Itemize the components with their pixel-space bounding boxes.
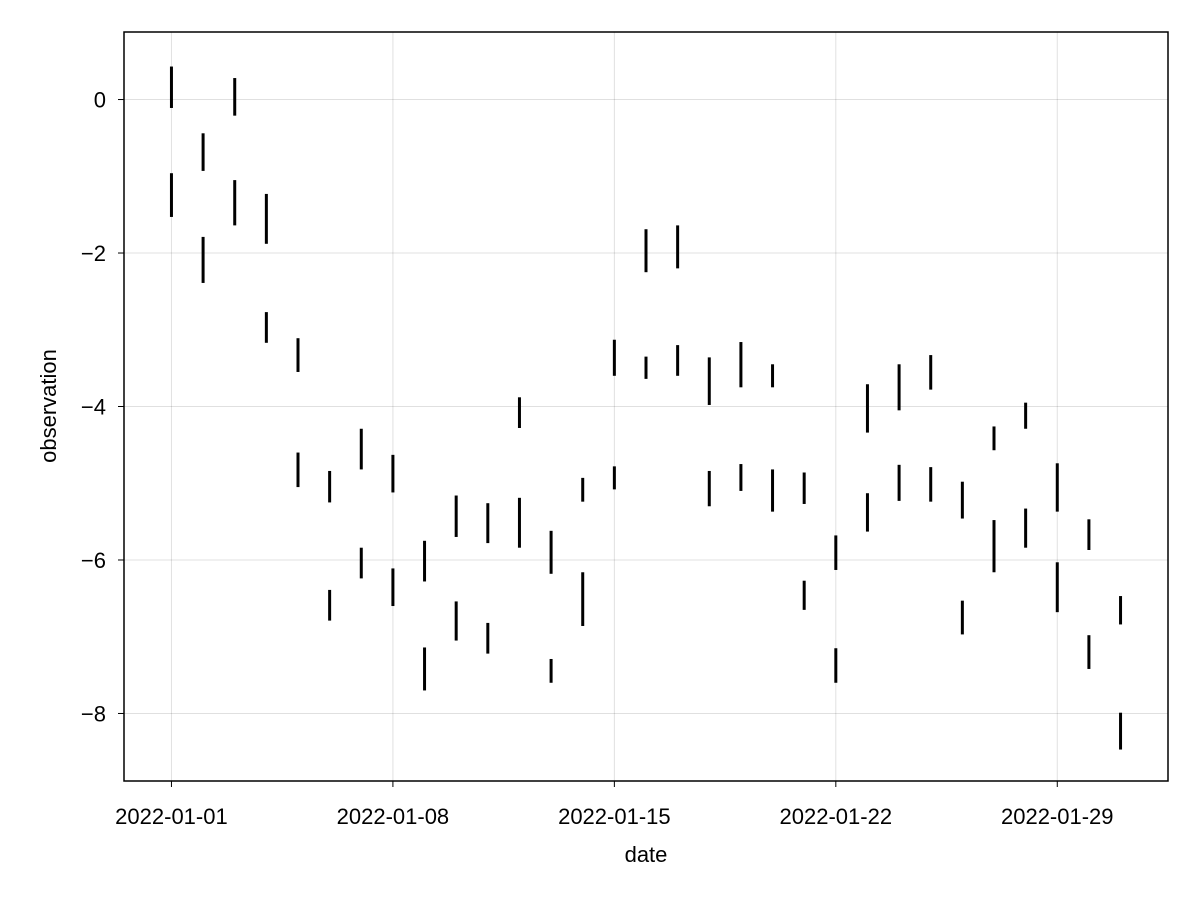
y-axis-label: observation [36, 349, 61, 463]
x-tick-label: 2022-01-08 [337, 804, 450, 829]
y-tick-label: 0 [94, 88, 106, 113]
range-bars [169, 66, 1123, 750]
y-tick-label: −2 [81, 241, 106, 266]
y-tick-label: −8 [81, 701, 106, 726]
y-tick-label: −6 [81, 548, 106, 573]
x-tick-label: 2022-01-15 [558, 804, 671, 829]
y-tick-label: −4 [81, 395, 106, 420]
x-tick-label: 2022-01-01 [115, 804, 228, 829]
x-tick-label: 2022-01-29 [1001, 804, 1114, 829]
x-tick-label: 2022-01-22 [780, 804, 893, 829]
grid-lines [124, 32, 1168, 781]
x-axis-label: date [625, 842, 668, 867]
axis-ticks: 2022-01-01 2022-01-08 2022-01-15 2022-01-22… [81, 88, 1114, 829]
